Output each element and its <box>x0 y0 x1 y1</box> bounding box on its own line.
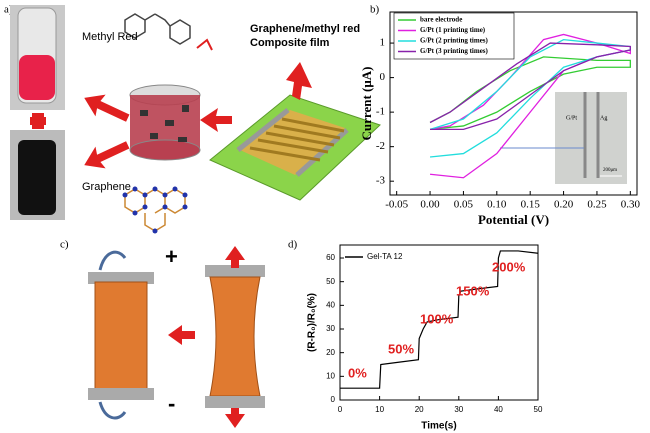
y-tick-label: 0 <box>331 395 336 404</box>
inset-label: Ag <box>600 115 607 121</box>
legend-frame <box>393 12 515 60</box>
panel-label: c) <box>60 239 69 251</box>
minus-sign: - <box>168 391 175 416</box>
plot-frame <box>339 244 539 401</box>
y-tick-label: -2 <box>376 140 385 152</box>
x-tick-label: 10 <box>375 405 384 414</box>
composite-label: Graphene/methyl red Composite film <box>250 23 361 49</box>
inset-label: 200μm <box>603 168 617 173</box>
x-axis-label: Potential (V) <box>478 212 549 227</box>
y-tick-label: 10 <box>326 371 335 380</box>
x-tick-label: 0.05 <box>454 199 474 211</box>
inset <box>500 92 627 184</box>
panel-c-art <box>88 246 265 428</box>
y-tick-label: 1 <box>380 37 386 49</box>
x-tick-label: 0.20 <box>554 199 574 211</box>
panel-label: b) <box>370 4 380 16</box>
y-tick-label: -1 <box>376 106 385 118</box>
x-tick-label: 30 <box>454 405 463 414</box>
panel-a-art <box>10 5 381 234</box>
legend-label: G/Pt (2 printing times) <box>420 37 489 45</box>
legend-label: Gel-TA 12 <box>367 252 403 261</box>
x-tick-label: 0.10 <box>487 199 507 211</box>
annotation: 0% <box>348 365 367 380</box>
label-box: Methyl Red <box>82 31 138 43</box>
legend-label: bare electrode <box>420 16 462 24</box>
data-line <box>429 56 631 131</box>
y-tick-label: 30 <box>326 324 335 333</box>
annotation: 100% <box>420 311 454 326</box>
methyl-red-label: Methyl Red <box>82 31 138 43</box>
panel-label: d) <box>288 239 298 251</box>
data-line <box>429 33 631 179</box>
x-tick-label: 0.15 <box>521 199 541 211</box>
annotation: 200% <box>492 259 526 274</box>
inset-label: G/Pt <box>566 115 577 121</box>
label-box: Graphene/methyl red Composite film <box>250 23 361 49</box>
x-tick-label: -0.05 <box>385 199 408 211</box>
panel-label: a) <box>4 4 13 16</box>
x-tick-label: 0.30 <box>621 199 641 211</box>
x-tick-label: 20 <box>415 405 424 414</box>
annotation: 50% <box>388 341 414 356</box>
y-tick-label: 20 <box>326 348 335 357</box>
x-tick-label: 50 <box>534 405 543 414</box>
graphene-label: Graphene <box>82 181 131 193</box>
y-axis-label: Current (μA) <box>359 67 374 141</box>
annotation: 150% <box>456 283 490 298</box>
x-tick-label: 0.00 <box>420 199 440 211</box>
data-line <box>340 250 539 389</box>
plus-sign: + <box>165 244 178 269</box>
y-tick-label: 50 <box>326 277 335 286</box>
y-tick-label: -3 <box>376 175 386 187</box>
y-tick-label: 60 <box>326 253 335 262</box>
legend-label: G/Pt (3 printing times) <box>420 47 489 55</box>
y-tick-label: 40 <box>326 300 335 309</box>
plot-frame <box>389 11 638 196</box>
x-tick-label: 0 <box>338 405 343 414</box>
x-axis-label: Time(s) <box>421 421 456 432</box>
x-tick-label: 0.25 <box>587 199 607 211</box>
y-axis-label: (R-R₀)/R₀(%) <box>307 293 318 352</box>
x-tick-label: 40 <box>494 405 503 414</box>
y-tick-label: 0 <box>380 71 386 83</box>
data-line <box>429 42 631 131</box>
legend-label: G/Pt (1 printing time) <box>420 26 486 34</box>
